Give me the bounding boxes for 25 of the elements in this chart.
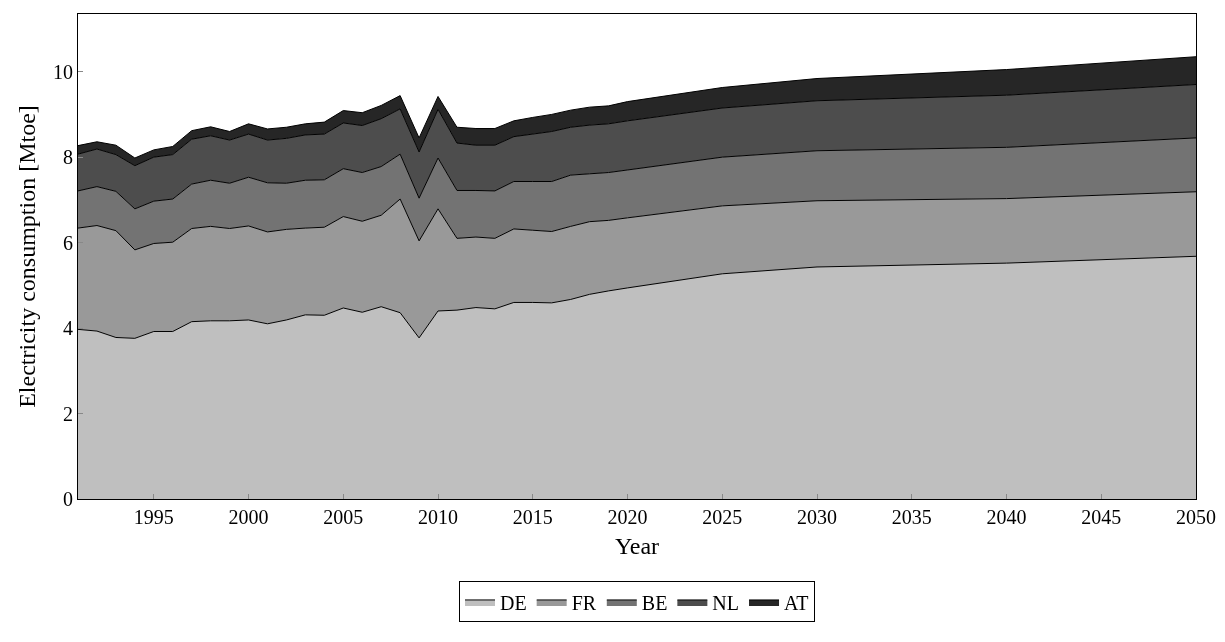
y-tick-label: 8 [63,146,73,169]
legend-label: BE [641,591,668,614]
y-tick-label: 6 [63,231,73,254]
legend-label: NL [712,591,740,614]
legend-label: DE [500,591,527,614]
x-tick-label: 2010 [418,506,459,528]
x-tick-label: 2005 [323,506,364,528]
x-tick-label: 2035 [891,506,932,528]
legend-label: FR [571,591,597,614]
legend-label: AT [784,591,809,614]
x-tick-label: 2000 [228,506,269,528]
x-tick-label: 2050 [1176,506,1216,528]
y-tick-label: 2 [63,402,73,425]
y-tick-label: 0 [63,488,73,510]
y-tick-label: 10 [53,60,73,83]
x-tick-label: 2040 [986,506,1027,528]
x-tick-label: 2030 [797,506,838,528]
y-axis-title: Electricity consumption [Mtoe] [14,105,41,408]
x-tick-label: 2025 [702,506,743,528]
x-axis-title: Year [614,533,660,560]
y-tick-label: 4 [63,317,73,340]
x-tick-label: 2015 [512,506,553,528]
x-tick-label: 2045 [1081,506,1122,528]
x-tick-label: 2020 [607,506,648,528]
x-tick-label: 1995 [133,506,174,528]
